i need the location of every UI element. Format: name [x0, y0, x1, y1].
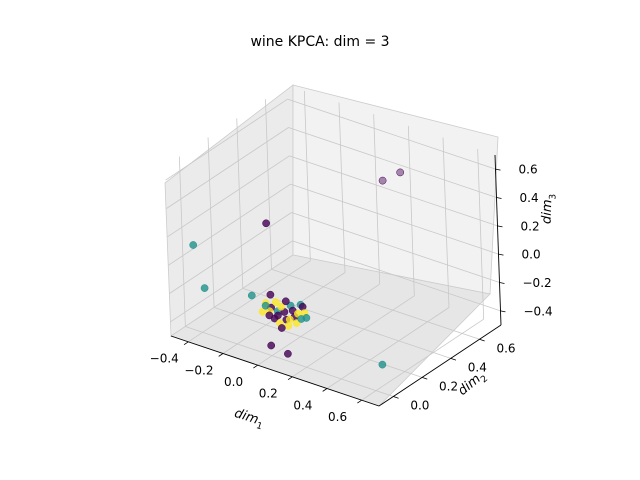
- y-axis-line: [378, 324, 502, 407]
- z-grid-left: [165, 98, 288, 181]
- data-point: [277, 324, 286, 332]
- x-tick: [322, 388, 328, 392]
- x-grid-wall: [442, 137, 450, 308]
- z-tick-label: −0.4: [524, 304, 553, 318]
- y-tick: [479, 338, 485, 342]
- z-tick: [497, 225, 503, 228]
- x-tick: [357, 399, 362, 404]
- y-tick: [421, 377, 428, 380]
- data-point: [284, 349, 292, 358]
- y-grid-wall: [207, 137, 215, 308]
- x-tick-label: 0.0: [224, 375, 243, 389]
- data-point: [189, 241, 198, 249]
- z-grid-right: [292, 240, 501, 312]
- x-axis-line: [170, 335, 380, 407]
- data-point: [271, 298, 280, 306]
- x-tick: [218, 353, 224, 357]
- x-tick: [253, 364, 258, 369]
- z-grid-left: [167, 155, 290, 238]
- tick-marks: [183, 168, 506, 404]
- z-grid-right: [291, 212, 500, 283]
- x-grid-floor: [257, 283, 380, 366]
- y-grid-floor: [185, 326, 394, 397]
- x-tick-label: 0.2: [259, 387, 278, 401]
- x-tick: [287, 376, 293, 381]
- x-axis-label: dim1: [231, 406, 265, 432]
- x-grid-wall: [407, 125, 415, 296]
- z-axis-label: dim3: [539, 193, 558, 224]
- grid-lines: [165, 90, 501, 401]
- z-tick-label: 0.0: [522, 248, 541, 262]
- x-tick-label: −0.2: [184, 363, 213, 377]
- x-tick-label: 0.6: [328, 410, 347, 424]
- z-axis-line: [494, 154, 502, 326]
- tick-labels: −0.4 −0.2 0.0 0.2 0.4 0.6 0.0 0.2 0.4 0.6 −0.4 −0.2…: [150, 163, 553, 424]
- y-axis-label-sub: 2: [479, 374, 490, 385]
- data-point: [378, 176, 387, 185]
- data-point: [261, 301, 270, 310]
- x-tick-label: −0.4: [150, 352, 179, 366]
- z-grid-left: [168, 183, 291, 266]
- y-tick-label: 0.0: [410, 399, 429, 413]
- y-grid-wall: [178, 156, 186, 327]
- z-grid-right: [288, 127, 497, 198]
- data-point: [267, 341, 276, 350]
- x-grid-floor: [361, 318, 484, 401]
- x-grid-floor: [326, 307, 450, 389]
- data-point: [265, 311, 274, 320]
- y-tick: [450, 357, 457, 361]
- z-tick: [495, 168, 501, 171]
- y-tick: [393, 396, 399, 399]
- x-tick-label: 0.4: [293, 398, 312, 412]
- x-grid-wall: [338, 102, 346, 273]
- data-point: [200, 284, 209, 292]
- z-axis-label-text: dim: [539, 199, 555, 224]
- y-grid-wall: [265, 99, 272, 270]
- data-point: [284, 322, 293, 330]
- data-point: [247, 291, 256, 300]
- data-point: [266, 290, 275, 299]
- z-grid-right: [287, 98, 496, 170]
- axis-lines: [170, 154, 502, 407]
- x-axis-label-sub: 1: [255, 421, 264, 432]
- x-grid-wall: [303, 90, 311, 261]
- data-point: [262, 219, 270, 228]
- data-points: [189, 168, 405, 369]
- z-grid-left: [170, 240, 293, 323]
- data-point: [281, 297, 290, 306]
- z-tick-label: 0.6: [519, 163, 538, 177]
- x-axis-label-text: dim: [232, 406, 260, 428]
- y-grid-floor: [271, 268, 480, 340]
- x-grid-floor: [188, 260, 311, 343]
- z-grid-right: [289, 155, 498, 227]
- z-tick: [496, 197, 502, 199]
- z-axis-label-sub: 3: [548, 194, 558, 200]
- z-grid-left: [166, 127, 289, 209]
- data-point: [396, 168, 405, 177]
- y-axis-label-text: dim: [455, 372, 483, 399]
- data-point: [285, 315, 294, 324]
- data-point: [302, 314, 311, 322]
- y-tick-label: 0.4: [468, 360, 487, 374]
- z-grid-right: [290, 183, 499, 255]
- z-grid-left: [169, 212, 292, 294]
- data-point: [378, 360, 387, 369]
- z-tick-label: 0.4: [520, 191, 539, 205]
- data-point: [277, 302, 285, 311]
- y-tick-label: 0.2: [439, 379, 458, 393]
- x-grid-wall: [373, 114, 381, 285]
- z-tick-label: 0.2: [521, 219, 540, 233]
- y-tick-label: 0.6: [496, 341, 515, 355]
- y-grid-wall: [236, 118, 244, 289]
- z-tick: [499, 282, 505, 284]
- x-grid-wall: [477, 149, 485, 320]
- x-tick: [183, 341, 189, 346]
- z-tick: [498, 253, 504, 256]
- chart-title: wine KPCA: dim = 3: [250, 34, 390, 50]
- z-tick-label: −0.2: [523, 276, 552, 290]
- x-grid-floor: [292, 295, 415, 378]
- z-tick: [500, 310, 506, 313]
- y-grid-floor: [213, 307, 423, 378]
